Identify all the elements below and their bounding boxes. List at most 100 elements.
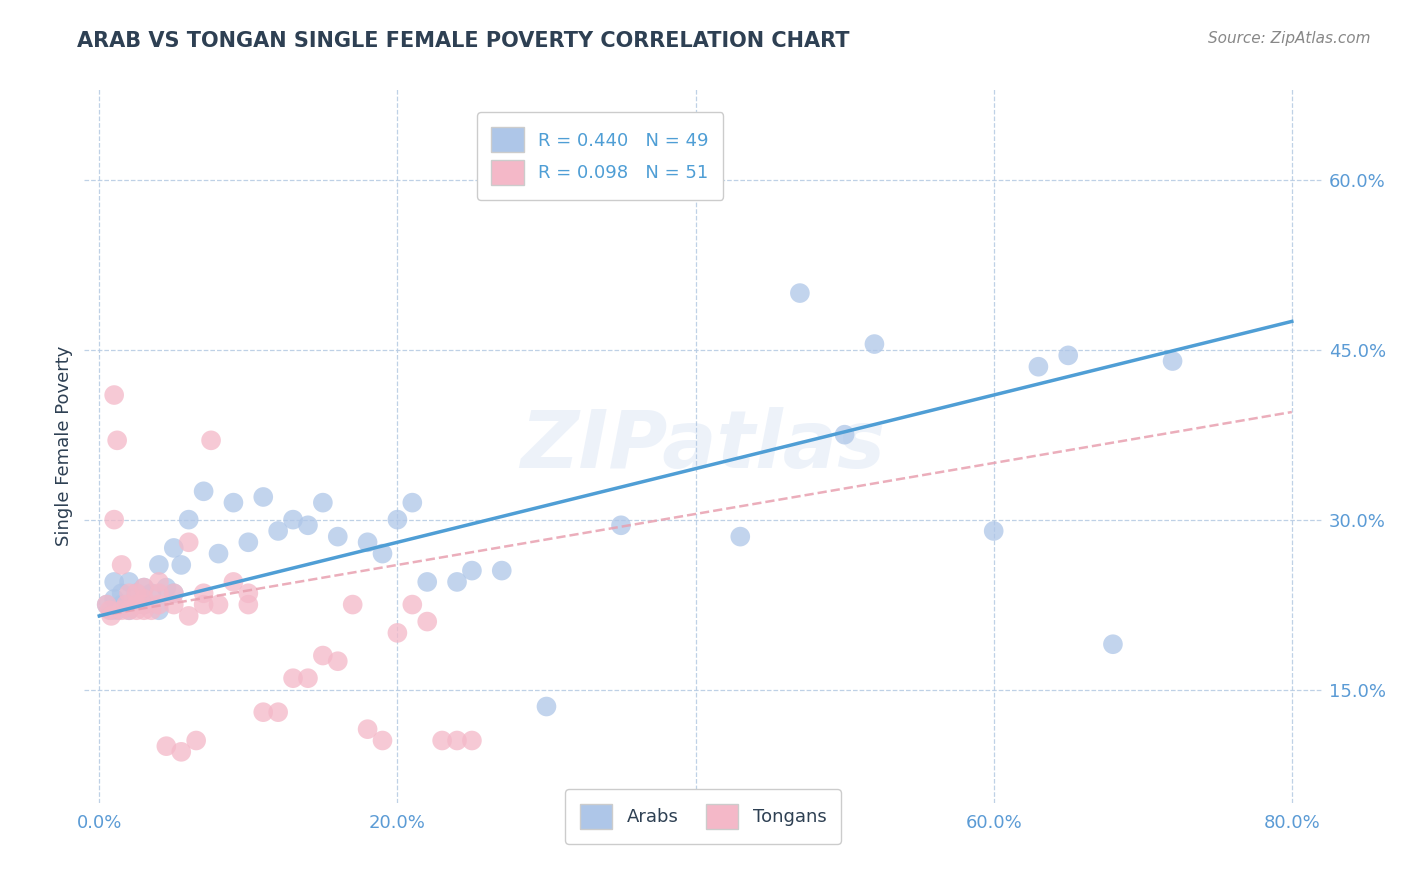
Point (111, 603, 134, 617)
Point (111, 598, 134, 612)
Point (163, 598, 186, 612)
Point (193, 484, 215, 499)
Point (125, 603, 148, 617)
Point (103, 513, 125, 527)
Point (163, 586, 186, 600)
Point (118, 574, 141, 589)
Point (115, 598, 138, 612)
Point (193, 598, 215, 612)
Point (132, 591, 155, 606)
Point (1028, 359, 1050, 374)
Point (401, 495, 423, 509)
Point (387, 626, 409, 640)
Point (461, 733, 484, 747)
Point (430, 733, 453, 747)
Point (371, 733, 394, 747)
Point (610, 518, 633, 533)
Point (536, 699, 558, 714)
Point (207, 598, 229, 612)
Point (148, 603, 170, 617)
Legend: Arabs, Tongans: Arabs, Tongans (565, 789, 841, 844)
Point (148, 598, 170, 612)
Point (356, 535, 378, 549)
Point (281, 671, 304, 685)
Point (1161, 354, 1184, 368)
Point (416, 615, 439, 629)
Point (297, 671, 319, 685)
Text: Source: ZipAtlas.com: Source: ZipAtlas.com (1208, 31, 1371, 46)
Point (789, 286, 811, 301)
Point (267, 524, 290, 538)
Point (141, 586, 163, 600)
Point (1057, 348, 1080, 362)
Point (387, 513, 409, 527)
Point (96, 598, 118, 612)
Point (446, 574, 468, 589)
Point (118, 586, 141, 600)
Point (111, 558, 134, 572)
Point (281, 513, 304, 527)
Point (155, 581, 177, 595)
Point (100, 603, 122, 617)
Point (356, 722, 378, 736)
Point (863, 337, 886, 351)
Point (1102, 637, 1125, 651)
Point (96, 598, 118, 612)
Point (238, 586, 260, 600)
Text: ARAB VS TONGAN SINGLE FEMALE POVERTY CORRELATION CHART: ARAB VS TONGAN SINGLE FEMALE POVERTY COR… (77, 31, 849, 51)
Point (105, 603, 128, 617)
Point (98, 603, 121, 617)
Point (111, 586, 134, 600)
Point (326, 530, 349, 544)
Point (371, 547, 394, 561)
Point (132, 598, 155, 612)
Point (170, 745, 193, 759)
Point (326, 654, 349, 668)
Y-axis label: Single Female Poverty: Single Female Poverty (55, 346, 73, 546)
Point (312, 495, 335, 509)
Point (132, 581, 155, 595)
Point (177, 535, 200, 549)
Point (461, 564, 484, 578)
Point (125, 598, 148, 612)
Point (132, 581, 155, 595)
Point (132, 598, 155, 612)
Point (163, 541, 186, 555)
Point (141, 603, 163, 617)
Point (148, 586, 170, 600)
Point (238, 535, 260, 549)
Point (342, 598, 364, 612)
Point (103, 388, 125, 402)
Point (132, 603, 155, 617)
Point (312, 648, 335, 663)
Point (401, 598, 423, 612)
Point (238, 598, 260, 612)
Point (416, 574, 439, 589)
Point (103, 574, 125, 589)
Point (491, 564, 513, 578)
Point (177, 513, 200, 527)
Point (155, 739, 177, 754)
Point (730, 530, 752, 544)
Point (125, 586, 148, 600)
Text: ZIPatlas: ZIPatlas (520, 407, 886, 485)
Point (252, 705, 274, 719)
Point (222, 574, 245, 589)
Point (200, 434, 222, 448)
Point (103, 591, 125, 606)
Point (148, 558, 170, 572)
Point (100, 608, 122, 623)
Point (125, 586, 148, 600)
Point (193, 586, 215, 600)
Point (118, 603, 141, 617)
Point (170, 558, 193, 572)
Point (297, 518, 319, 533)
Point (834, 427, 856, 442)
Point (267, 705, 290, 719)
Point (148, 574, 170, 589)
Point (252, 490, 274, 504)
Point (446, 733, 468, 747)
Point (207, 547, 229, 561)
Point (118, 603, 141, 617)
Point (186, 733, 208, 747)
